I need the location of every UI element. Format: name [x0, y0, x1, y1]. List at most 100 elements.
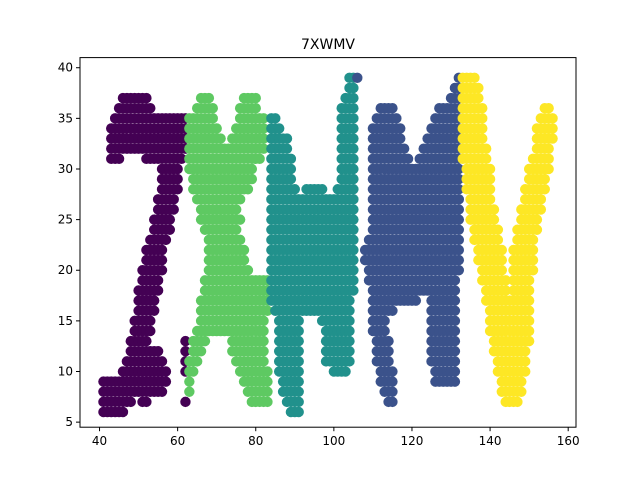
data-point [180, 346, 191, 357]
data-point [547, 123, 558, 134]
data-point [477, 113, 488, 124]
data-point [293, 396, 304, 408]
data-point [262, 305, 273, 316]
data-point [527, 254, 539, 266]
data-point [258, 325, 269, 337]
data-point [477, 133, 488, 144]
data-point [453, 244, 465, 256]
data-point [149, 295, 160, 306]
data-point [348, 133, 359, 144]
data-point [477, 123, 488, 134]
data-point [547, 133, 558, 144]
data-point [449, 356, 461, 367]
data-point [348, 92, 359, 104]
data-point [512, 396, 523, 408]
data-point [449, 305, 461, 316]
data-point [352, 72, 363, 84]
data-point [453, 173, 465, 185]
data-point [156, 244, 168, 256]
data-point [262, 386, 273, 397]
data-point [480, 143, 492, 154]
data-point [480, 153, 492, 165]
data-point [496, 265, 507, 276]
data-point [145, 325, 156, 337]
data-point [410, 295, 422, 306]
series-3 [352, 72, 465, 408]
data-point [379, 325, 390, 337]
data-point [453, 163, 465, 175]
x-tick-label: 40 [92, 434, 107, 448]
data-point [527, 265, 539, 276]
series-2 [266, 72, 359, 418]
chart-title: 7XWMV [301, 37, 355, 53]
data-point [496, 254, 507, 266]
y-tick-label: 5 [65, 415, 73, 429]
data-point [293, 366, 304, 377]
data-point [172, 184, 183, 195]
data-point [527, 234, 539, 246]
y-tick-label: 10 [58, 365, 73, 379]
data-point [176, 153, 187, 165]
data-point [543, 163, 554, 175]
data-point [488, 204, 500, 215]
x-tick-label: 100 [322, 434, 345, 448]
data-point [348, 265, 359, 276]
data-point [500, 275, 511, 286]
data-point [344, 346, 355, 357]
data-point [453, 184, 465, 195]
data-point [473, 82, 484, 94]
data-point [449, 315, 461, 327]
data-point [453, 265, 465, 276]
data-point [473, 92, 484, 104]
y-tick-label: 35 [58, 111, 73, 125]
data-point [379, 315, 390, 327]
series-1 [184, 92, 273, 408]
data-point [273, 123, 285, 134]
data-point [293, 356, 304, 367]
data-point [449, 295, 461, 306]
x-tick-label: 140 [479, 434, 502, 448]
data-point [270, 113, 281, 124]
data-point [516, 386, 527, 397]
data-point [383, 356, 394, 367]
data-point [520, 356, 531, 367]
data-point [539, 184, 550, 195]
data-point [453, 254, 465, 266]
data-point [293, 315, 304, 327]
data-point [348, 224, 359, 235]
data-point [543, 153, 554, 165]
data-point [293, 386, 304, 397]
data-point [250, 103, 261, 114]
data-point [492, 224, 504, 235]
data-point [383, 335, 394, 347]
data-point [160, 234, 172, 246]
x-tick-label: 60 [170, 434, 185, 448]
data-point [258, 335, 269, 347]
data-point [141, 92, 152, 104]
data-point [262, 376, 273, 387]
data-point [164, 224, 176, 235]
data-point [281, 143, 293, 154]
data-point [231, 224, 242, 235]
data-point [234, 214, 246, 225]
data-point [387, 376, 398, 387]
data-point [391, 113, 402, 124]
data-point [348, 194, 359, 205]
data-point [242, 184, 254, 195]
data-point [348, 204, 359, 215]
data-point [387, 386, 398, 397]
data-point [547, 113, 558, 124]
data-point [184, 376, 195, 387]
data-point [523, 315, 535, 327]
data-point [395, 133, 406, 144]
data-point [156, 254, 168, 266]
series-0 [98, 92, 191, 418]
data-point [246, 163, 258, 175]
data-point [215, 133, 226, 144]
data-point [449, 366, 461, 377]
data-point [113, 153, 125, 165]
data-point [156, 386, 168, 397]
data-point [149, 305, 160, 316]
data-point [500, 285, 511, 296]
